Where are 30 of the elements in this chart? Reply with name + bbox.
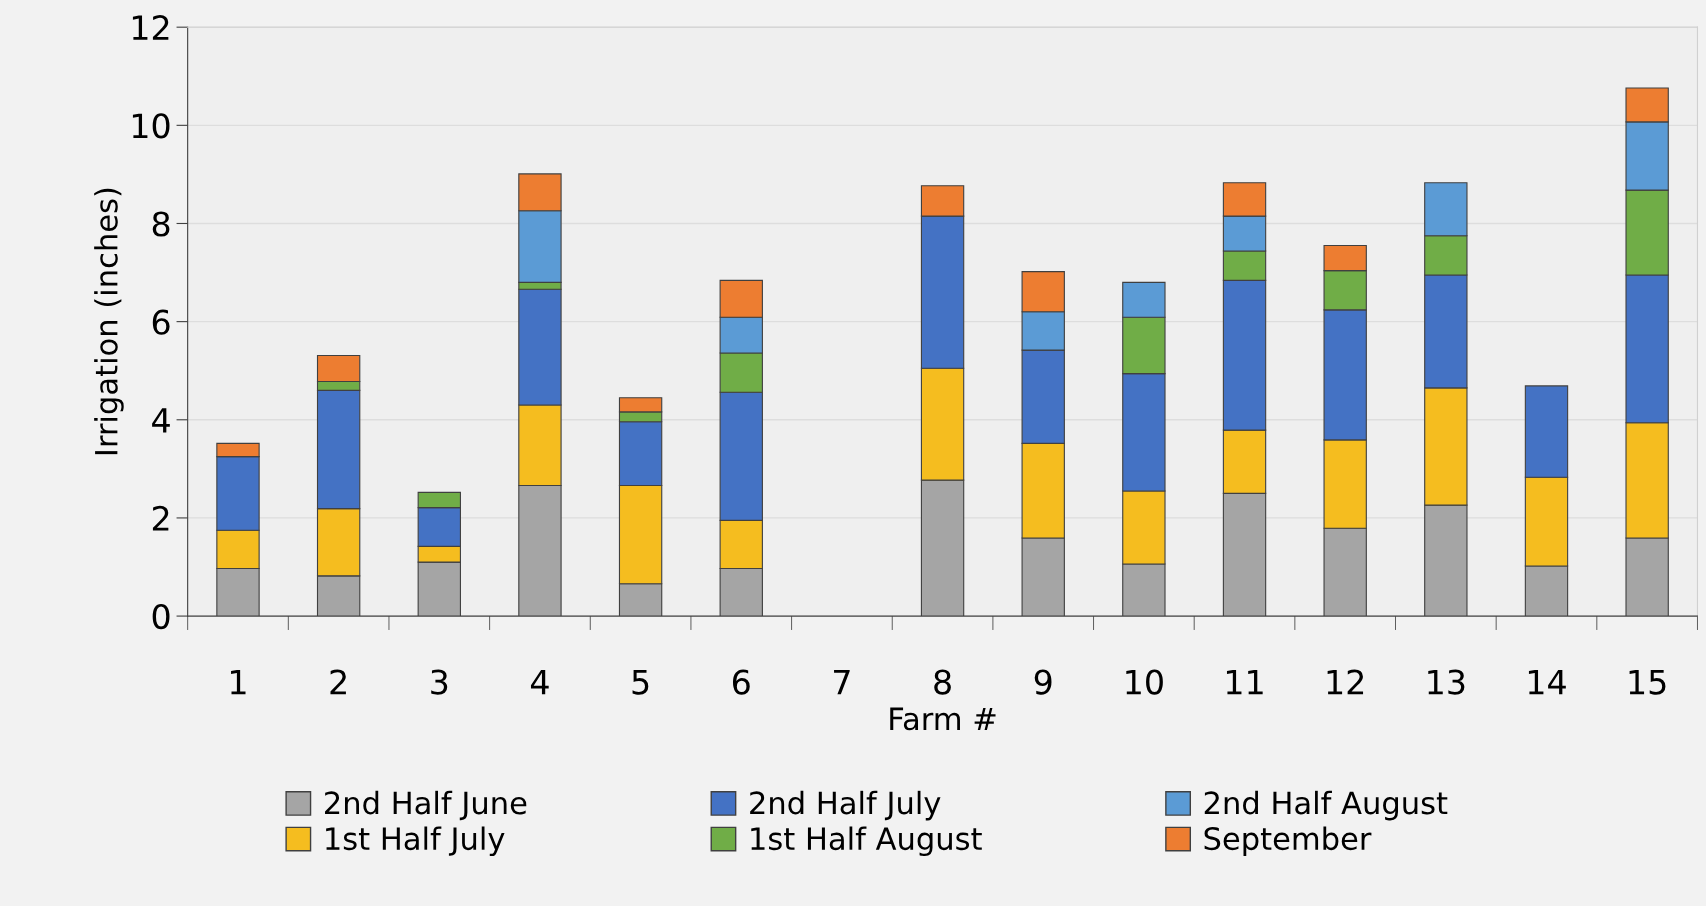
x-tick-label: 3 (431, 669, 448, 695)
legend-label: 2nd Half August (1204, 790, 1448, 821)
y-tick-label: 6 (152, 309, 170, 335)
y-tick-label: 10 (132, 113, 170, 139)
legend-label: 1st Half August (751, 826, 982, 857)
y-tick-label: 8 (152, 211, 170, 237)
x-tick-label: 5 (632, 669, 649, 695)
legend-label: 2nd Half June (325, 790, 527, 821)
y-tick-label: 2 (152, 505, 169, 531)
x-tick-label: 14 (1528, 669, 1566, 695)
y-tick-label: 4 (152, 408, 170, 433)
y-tick-label: 0 (152, 604, 170, 630)
x-tick-label: 10 (1126, 669, 1163, 695)
x-tick-label: 9 (1034, 669, 1052, 695)
x-tick-label: 4 (530, 669, 549, 695)
x-tick-label: 8 (934, 669, 951, 695)
legend-label: September (1204, 826, 1372, 857)
x-tick-label: 13 (1428, 669, 1465, 695)
x-tick-label: 1 (231, 669, 246, 695)
legend-label: 2nd Half July (750, 790, 941, 821)
x-tick-label: 6 (732, 669, 750, 695)
y-tick-label: 12 (132, 15, 169, 40)
x-tick-label: 7 (834, 669, 850, 695)
y-axis-title: Irrigation (inches) (94, 188, 124, 455)
legend-label: 1st Half July (326, 826, 505, 857)
x-tick-label: 15 (1629, 669, 1666, 695)
x-tick-label: 12 (1327, 669, 1364, 695)
x-tick-label: 2 (330, 669, 346, 695)
x-axis-title: Farm # (890, 707, 996, 731)
x-tick-label: 11 (1226, 669, 1263, 695)
